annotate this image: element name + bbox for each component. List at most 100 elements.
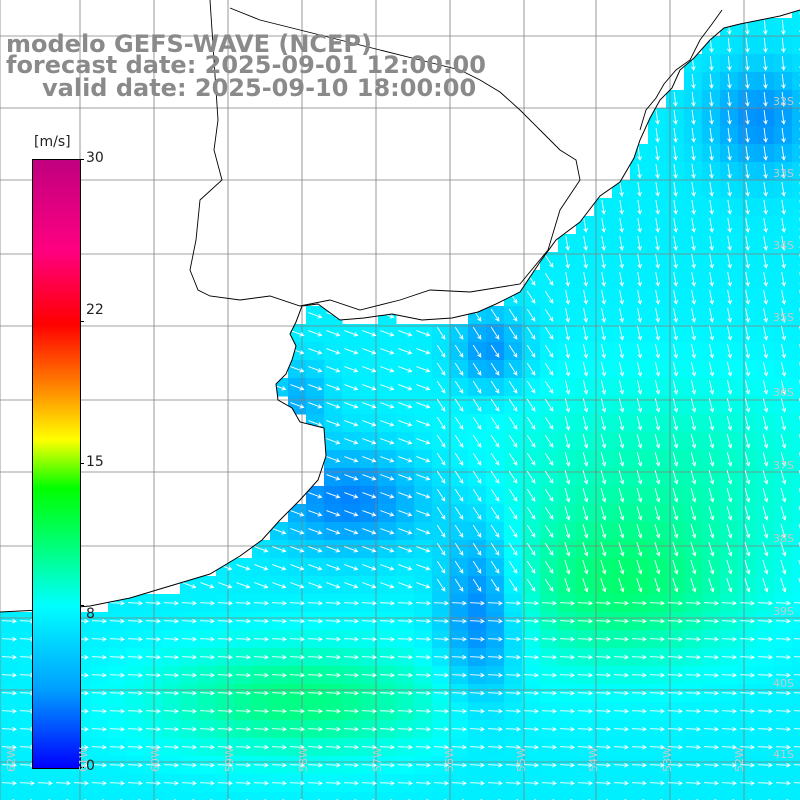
wind-cell — [792, 558, 800, 577]
wind-arrow — [326, 492, 341, 499]
wind-arrow — [775, 690, 791, 696]
wind-arrow — [636, 452, 643, 467]
wind-arrow — [708, 524, 715, 539]
wind-arrow — [690, 506, 697, 521]
wind-arrow — [91, 672, 107, 678]
wind-arrow — [690, 578, 697, 593]
wind-cell — [648, 792, 667, 800]
wind-arrow — [781, 92, 786, 107]
wind-arrow — [654, 470, 661, 485]
wind-arrow — [398, 420, 413, 427]
wind-arrow — [655, 110, 660, 125]
wind-arrow — [469, 654, 485, 660]
wind-arrow — [781, 110, 786, 125]
wind-arrow — [613, 600, 629, 606]
wind-arrow — [541, 708, 557, 714]
wind-arrow — [398, 330, 413, 337]
wind-arrow — [703, 762, 719, 768]
wind-arrow — [691, 182, 696, 197]
wind-arrow — [637, 146, 642, 161]
wind-arrow — [636, 362, 643, 377]
wind-arrow — [415, 744, 431, 750]
wind-arrow — [397, 708, 413, 714]
wind-arrow — [708, 362, 715, 377]
wind-arrow — [763, 218, 768, 233]
wind-arrow — [690, 542, 697, 557]
wind-arrow — [762, 578, 769, 593]
wind-arrow — [618, 452, 625, 467]
wind-arrow — [181, 744, 197, 750]
wind-arrow — [380, 384, 395, 391]
wind-arrow — [308, 312, 323, 319]
wind-arrow — [308, 582, 323, 589]
wind-arrow — [1, 708, 17, 714]
wind-arrow — [362, 384, 377, 391]
wind-arrow — [583, 272, 588, 287]
wind-cell — [792, 774, 800, 793]
wind-arrow — [564, 452, 571, 467]
wind-arrow — [436, 452, 446, 466]
wind-arrow — [469, 672, 485, 678]
wind-arrow — [398, 384, 413, 391]
wind-arrow — [326, 564, 341, 571]
wind-arrow — [415, 654, 431, 660]
wind-arrow — [685, 690, 701, 696]
wind-arrow — [505, 618, 521, 624]
wind-cell — [792, 684, 800, 703]
wind-arrow — [307, 744, 323, 750]
wind-arrow — [636, 578, 643, 593]
wind-arrow — [523, 780, 539, 786]
wind-arrow — [490, 434, 500, 448]
wind-arrow — [727, 128, 732, 143]
wind-arrow — [253, 690, 269, 696]
wind-arrow — [451, 726, 467, 732]
wind-arrow — [559, 726, 575, 732]
wind-arrow — [667, 600, 683, 606]
wind-arrow — [565, 290, 571, 305]
wind-cell — [342, 792, 361, 800]
lat-label-34s: 34S — [773, 239, 794, 252]
wind-arrow — [544, 308, 554, 322]
wind-arrow — [727, 236, 732, 251]
wind-arrow — [451, 600, 467, 606]
wind-arrow — [109, 744, 125, 750]
wind-arrow — [436, 560, 446, 574]
wind-arrow — [271, 672, 287, 678]
wind-arrow — [505, 690, 521, 696]
wind-arrow — [416, 330, 431, 337]
wind-arrow — [454, 380, 464, 394]
wind-arrow — [526, 542, 536, 556]
wind-arrow — [217, 636, 233, 642]
wind-arrow — [577, 726, 593, 732]
lon-label-54w: 54W — [587, 747, 600, 772]
wind-arrow — [727, 272, 732, 287]
wind-arrow — [362, 492, 377, 499]
wind-arrow — [709, 128, 714, 143]
wind-arrow — [582, 506, 589, 521]
wind-cell — [792, 756, 800, 775]
wind-arrow — [613, 762, 629, 768]
wind-arrow — [451, 744, 467, 750]
wind-arrow — [744, 560, 751, 575]
wind-arrow — [727, 344, 733, 359]
wind-arrow — [490, 416, 500, 430]
wind-arrow — [325, 618, 341, 624]
wind-arrow — [775, 618, 791, 624]
lon-label-60w: 60W — [149, 747, 162, 772]
wind-cell — [792, 360, 800, 379]
wind-arrow — [600, 362, 607, 377]
wind-arrow — [583, 326, 589, 341]
lat-label-35s: 35S — [773, 311, 794, 324]
wind-arrow — [780, 416, 787, 431]
wind-arrow — [721, 744, 737, 750]
wind-arrow — [780, 452, 787, 467]
wind-arrow — [451, 618, 467, 624]
wind-arrow — [744, 452, 751, 467]
wind-arrow — [595, 600, 611, 606]
wind-arrow — [19, 780, 35, 786]
wind-arrow — [253, 780, 269, 786]
wind-arrow — [307, 654, 323, 660]
wind-arrow — [793, 692, 800, 694]
wind-arrow — [490, 488, 500, 502]
wind-arrow — [655, 146, 660, 161]
